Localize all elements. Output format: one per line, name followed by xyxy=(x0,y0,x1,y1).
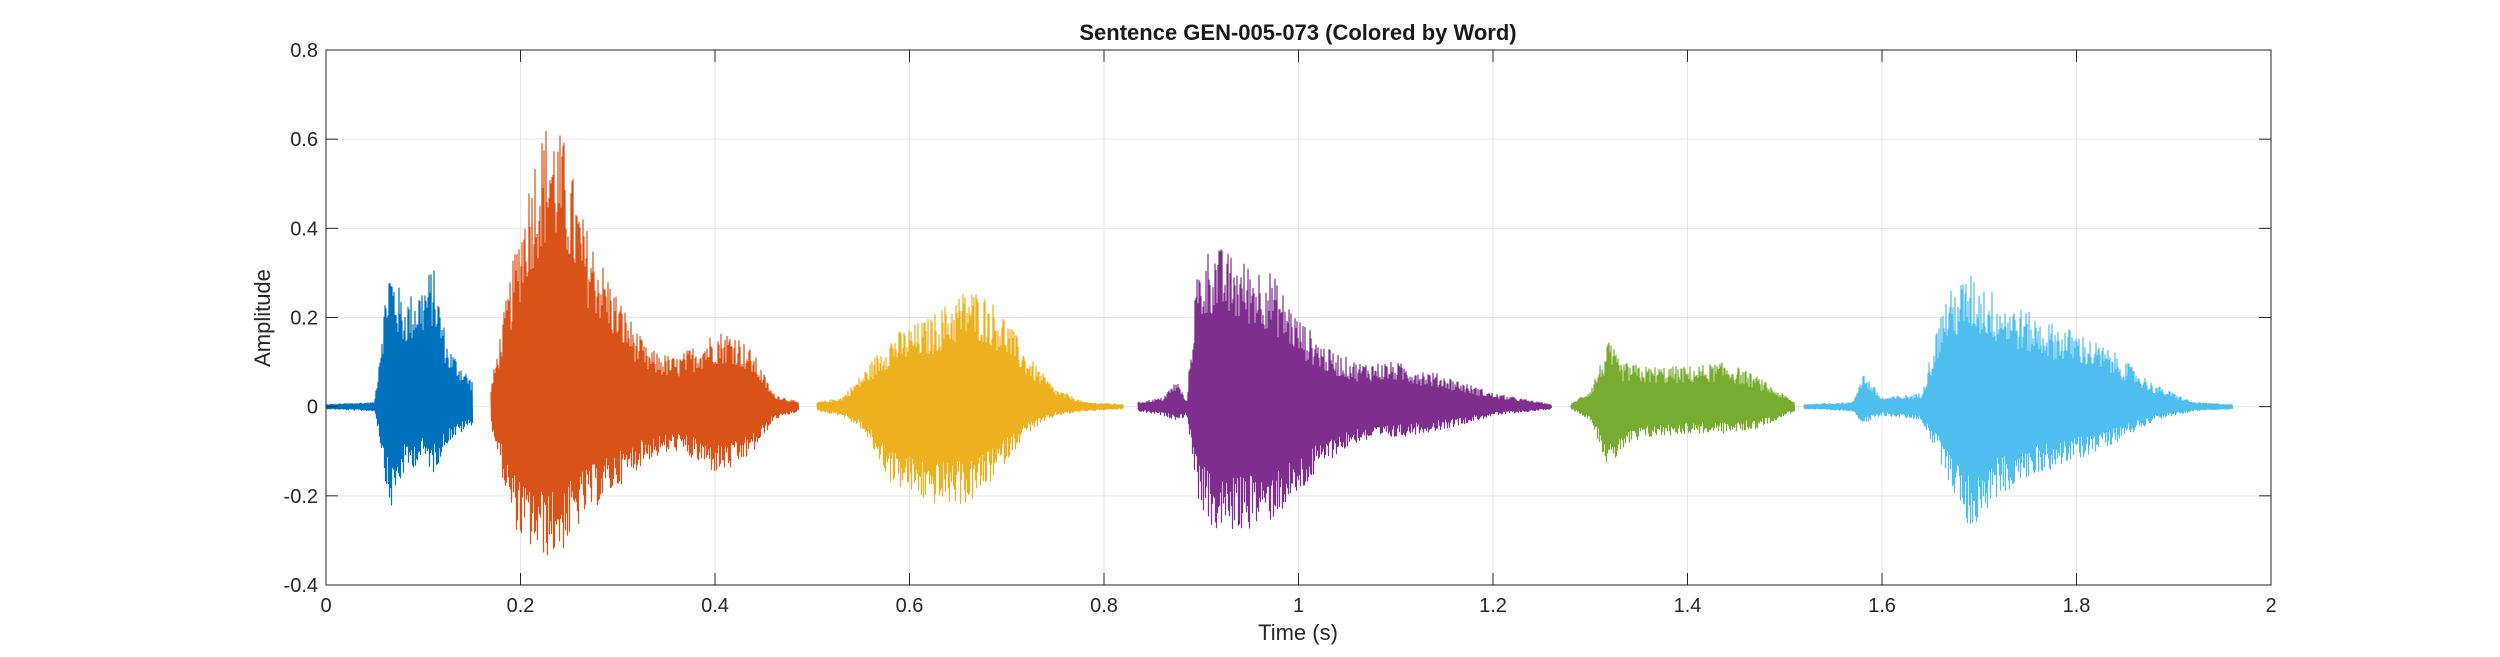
x-tick-label: 1 xyxy=(1293,595,1304,617)
x-tick-label: 1.6 xyxy=(1868,595,1896,617)
waveform-series xyxy=(325,130,2234,556)
x-tick-label: 2 xyxy=(2265,595,2276,617)
x-tick-label: 0.6 xyxy=(896,595,924,617)
y-tick-label: 0.4 xyxy=(290,218,318,240)
y-tick-label: -0.2 xyxy=(284,486,318,508)
y-tick-label: 0.2 xyxy=(290,308,318,330)
x-tick-label: 0.4 xyxy=(701,595,729,617)
word-waveform-3 xyxy=(816,293,1125,504)
x-tick-label: 1.4 xyxy=(1674,595,1702,617)
x-tick-label: 0.8 xyxy=(1090,595,1118,617)
word-waveform-6 xyxy=(1803,275,2234,524)
y-tick-label: 0.6 xyxy=(290,129,318,151)
y-axis-ticks: -0.4 -0.2 0 0.2 0.4 0.6 0.8 xyxy=(284,40,2271,597)
word-waveform-1 xyxy=(325,270,474,506)
word-waveform-2 xyxy=(490,130,800,556)
x-tick-label: 0.2 xyxy=(507,595,535,617)
x-axis-label: Time (s) xyxy=(1258,620,1338,645)
x-tick-label: 0 xyxy=(320,595,331,617)
chart-title: Sentence GEN-005-073 (Colored by Word) xyxy=(1079,20,1516,45)
word-waveform-4 xyxy=(1137,249,1553,530)
y-tick-label: 0.8 xyxy=(290,40,318,62)
word-waveform-5 xyxy=(1570,342,1796,463)
y-axis-label: Amplitude xyxy=(250,269,275,367)
y-tick-label: -0.4 xyxy=(284,575,318,597)
y-tick-label: 0 xyxy=(307,397,318,419)
x-tick-label: 1.8 xyxy=(2063,595,2091,617)
x-axis-ticks: 0 0.2 0.4 0.6 0.8 1 1.2 1.4 1.6 1.8 2 xyxy=(320,50,2277,617)
x-tick-label: 1.2 xyxy=(1479,595,1507,617)
